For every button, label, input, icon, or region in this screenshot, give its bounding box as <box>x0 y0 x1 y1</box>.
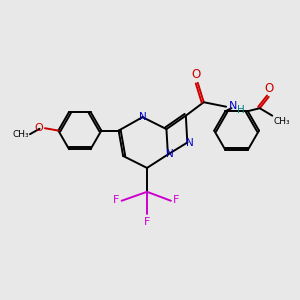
Text: CH₃: CH₃ <box>274 117 290 126</box>
Text: F: F <box>113 195 119 205</box>
Text: CH₃: CH₃ <box>12 130 29 139</box>
Text: F: F <box>173 195 180 205</box>
Text: N: N <box>229 100 237 110</box>
Text: F: F <box>144 217 150 226</box>
Text: H: H <box>237 105 244 115</box>
Text: O: O <box>192 68 201 81</box>
Text: N: N <box>139 112 146 122</box>
Text: O: O <box>264 82 273 95</box>
Text: N: N <box>166 149 173 160</box>
Text: N: N <box>186 137 194 148</box>
Text: O: O <box>34 123 43 133</box>
